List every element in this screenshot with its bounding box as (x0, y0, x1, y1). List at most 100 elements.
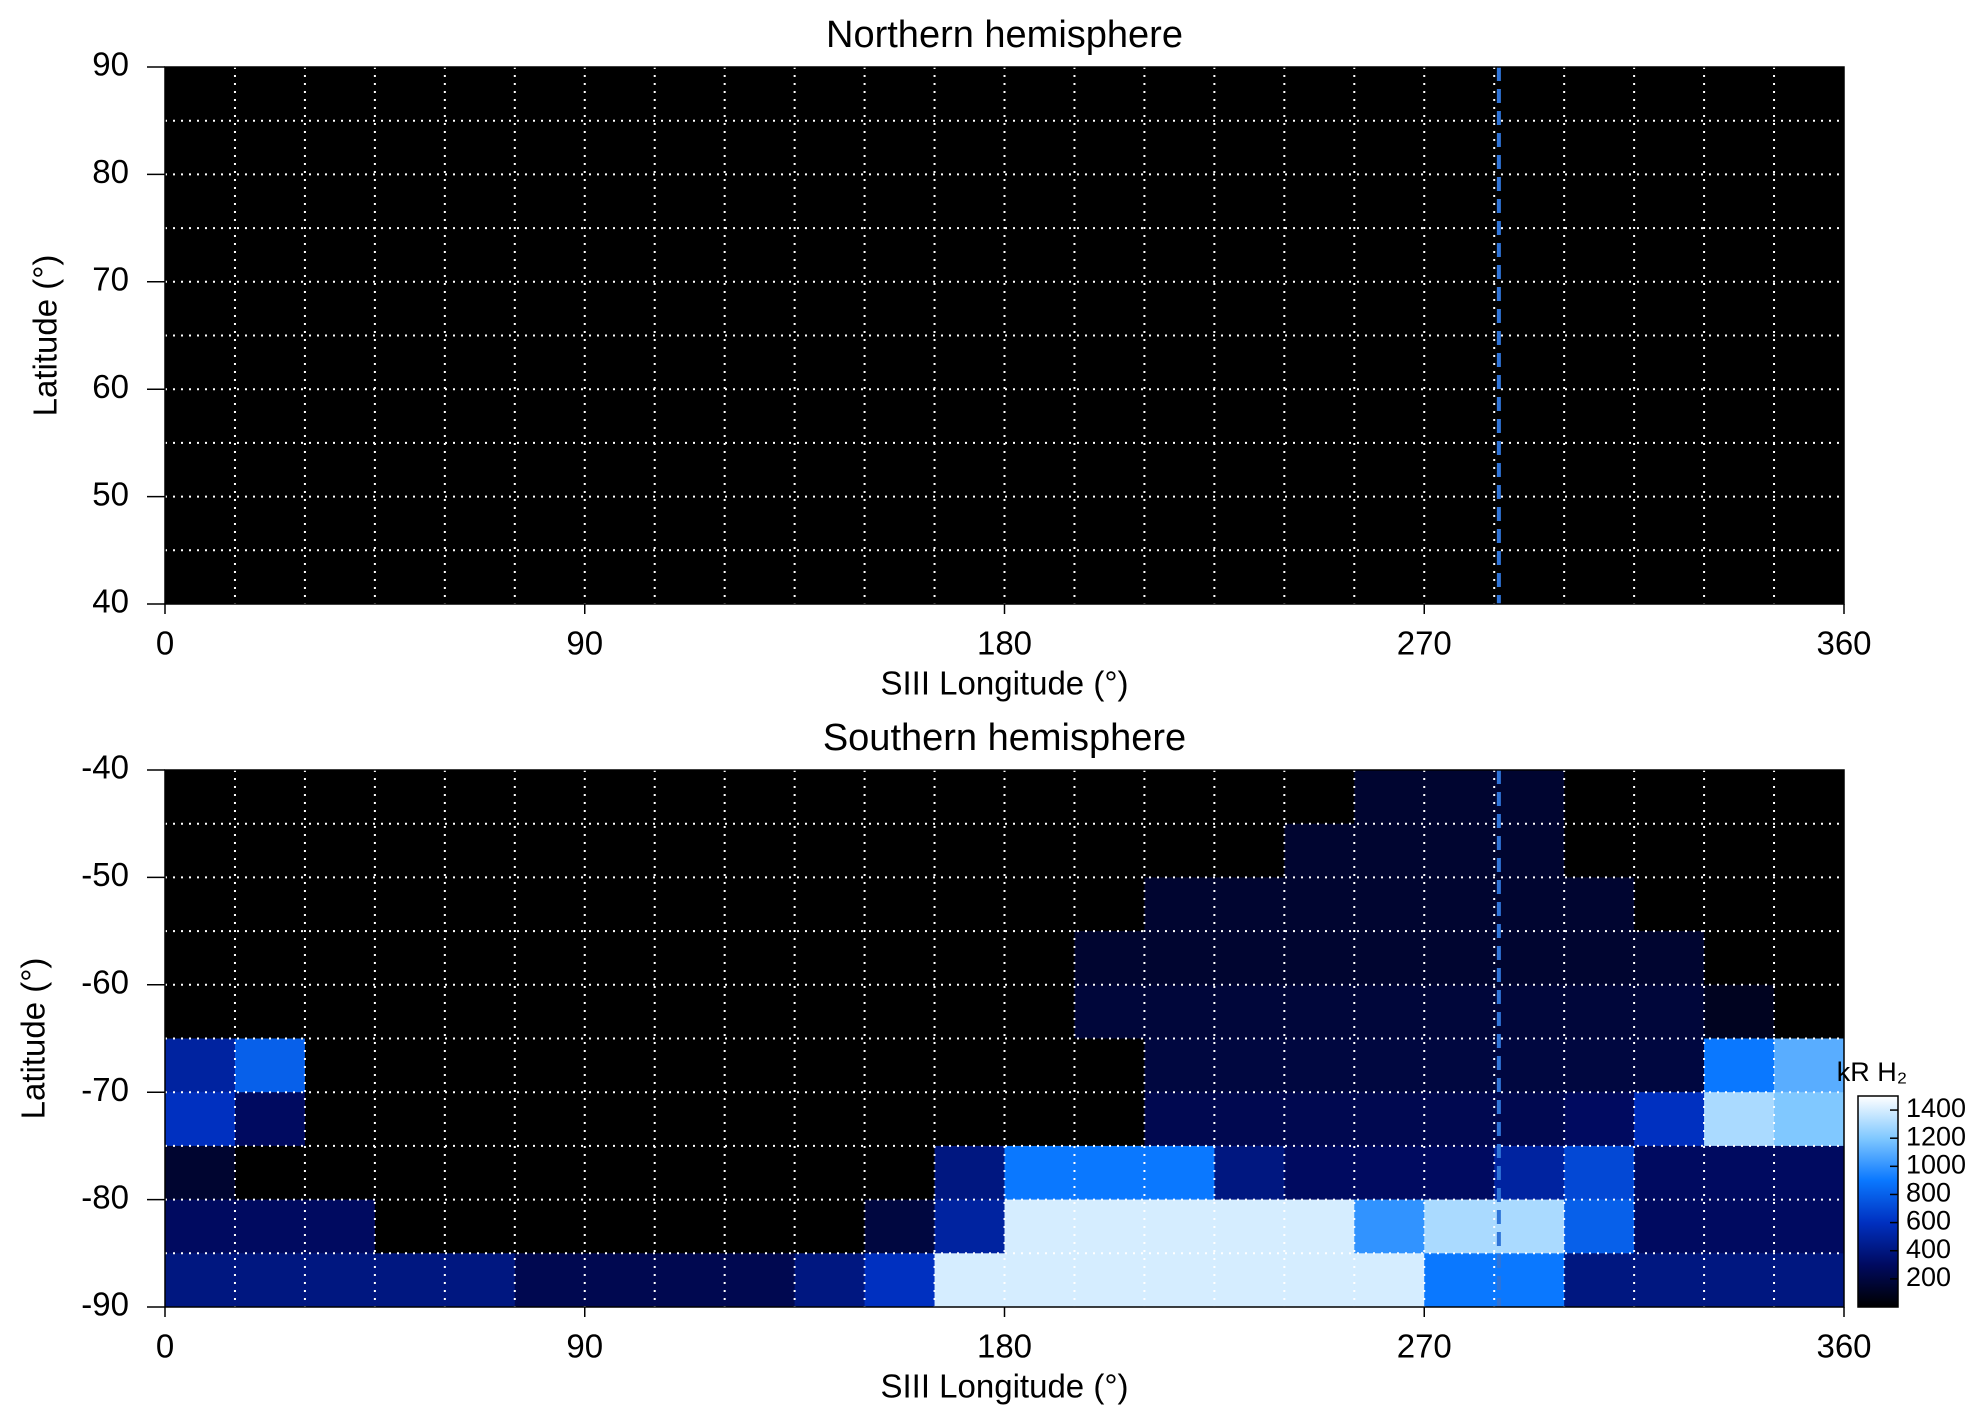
x-tick-label: 270 (1397, 625, 1452, 662)
heatmap-cell (1004, 1199, 1075, 1254)
heatmap-cell (864, 770, 936, 825)
heatmap-cell (584, 1038, 656, 1093)
heatmap-cell (1774, 877, 1845, 932)
heatmap-cell (514, 1092, 586, 1147)
heatmap-cell (654, 984, 726, 1039)
y-axis-label: Latitude (°) (27, 255, 64, 417)
heatmap-cell (934, 770, 1005, 825)
heatmap-cell (165, 877, 236, 932)
colorbar-tick-label: 1000 (1906, 1149, 1966, 1179)
x-tick-label: 360 (1816, 1328, 1871, 1365)
heatmap-cell (1704, 1253, 1775, 1308)
heatmap-cell (1004, 1145, 1075, 1201)
heatmap-cell (304, 1199, 376, 1254)
heatmap-cell (1074, 1253, 1145, 1308)
heatmap-cell (794, 984, 866, 1039)
heatmap-cell (584, 1253, 656, 1308)
heatmap-cell (444, 1253, 516, 1308)
heatmap-cell (1214, 877, 1285, 932)
heatmap-cell (724, 877, 796, 932)
heatmap-cell (1284, 770, 1355, 825)
heatmap-cell (724, 984, 796, 1039)
heatmap-cell (374, 1038, 446, 1093)
heatmap-cell (234, 877, 306, 932)
heatmap-cell (1004, 1092, 1075, 1147)
heatmap-cell (864, 1092, 936, 1147)
heatmap-cell (1144, 1199, 1215, 1254)
heatmap-cell (1004, 1253, 1075, 1308)
heatmap-cell (1004, 1038, 1075, 1093)
heatmap-cell (374, 877, 446, 932)
heatmap-cell (1144, 1253, 1215, 1308)
heatmap-cell (444, 931, 516, 986)
heatmap-cell (165, 1092, 236, 1147)
heatmap-cell (1354, 823, 1425, 878)
heatmap-cell (1424, 1199, 1495, 1254)
heatmap-cell (1564, 1253, 1635, 1308)
heatmap-cell (1634, 1038, 1705, 1093)
heatmap-cell (374, 823, 446, 878)
heatmap-cell (1564, 770, 1635, 825)
heatmap-cell (1704, 1038, 1775, 1093)
heatmap-cell (1074, 823, 1145, 878)
heatmap-cell (1704, 1145, 1775, 1201)
y-tick-label: 90 (92, 46, 129, 83)
heatmap-cell (1774, 1199, 1845, 1254)
heatmap-cell (1634, 984, 1705, 1039)
heatmap-cell (1564, 984, 1635, 1039)
heatmap-cell (864, 984, 936, 1039)
heatmap-cell (1634, 931, 1705, 986)
heatmap-cell (1214, 1199, 1285, 1254)
heatmap-cell (1284, 877, 1355, 932)
heatmap-cell (514, 931, 586, 986)
heatmap-cell (1004, 877, 1075, 932)
heatmap-cell (1354, 1092, 1425, 1147)
heatmap-cell (1494, 1145, 1565, 1201)
heatmap-cell (374, 931, 446, 986)
heatmap-cell (864, 1038, 936, 1093)
heatmap-cell (1284, 931, 1355, 986)
heatmap-cell (1424, 1145, 1495, 1201)
heatmap-cell (1144, 1038, 1215, 1093)
chart-title: Southern hemisphere (823, 717, 1186, 759)
heatmap-cell (1074, 1145, 1145, 1201)
heatmap-cell (654, 823, 726, 878)
heatmap-cell (724, 1038, 796, 1093)
heatmap-cell (165, 1038, 236, 1093)
heatmap-cell (1004, 823, 1075, 878)
x-tick-label: 0 (156, 1328, 174, 1365)
heatmap-cell (934, 931, 1005, 986)
heatmap-cell (584, 931, 656, 986)
heatmap-cell (1774, 823, 1845, 878)
heatmap-cell (864, 1199, 936, 1254)
heatmap-cell (444, 823, 516, 878)
heatmap-cell (1074, 931, 1145, 986)
y-tick-label: -70 (81, 1071, 129, 1108)
y-tick-label: -40 (81, 749, 129, 786)
heatmap-cell (1634, 1253, 1705, 1308)
y-tick-label: -90 (81, 1286, 129, 1323)
heatmap-cell (1774, 770, 1845, 825)
heatmap-cell (794, 1199, 866, 1254)
heatmap-cell (1004, 770, 1075, 825)
heatmap-cell (864, 823, 936, 878)
heatmap-cell (1494, 823, 1565, 878)
heatmap-cell (1494, 1038, 1565, 1093)
heatmap-cell (934, 1199, 1005, 1254)
heatmap-cell (1774, 931, 1845, 986)
heatmap-cell (794, 877, 866, 932)
heatmap-cell (584, 1199, 656, 1254)
heatmap-cell (374, 1092, 446, 1147)
colorbar-tick-label: 600 (1906, 1206, 1951, 1236)
heatmap-cell (654, 770, 726, 825)
heatmap-cell (374, 1253, 446, 1308)
heatmap-cell (444, 1038, 516, 1093)
colorbar-tick-label: 200 (1906, 1262, 1951, 1292)
heatmap-cell (1774, 1092, 1845, 1147)
heatmap-cell (1284, 1253, 1355, 1308)
heatmap-cell (1494, 877, 1565, 932)
heatmap-cell (864, 1145, 936, 1201)
heatmap-cell (1634, 1199, 1705, 1254)
heatmap-cell (1564, 1038, 1635, 1093)
heatmap-cell (1704, 1092, 1775, 1147)
